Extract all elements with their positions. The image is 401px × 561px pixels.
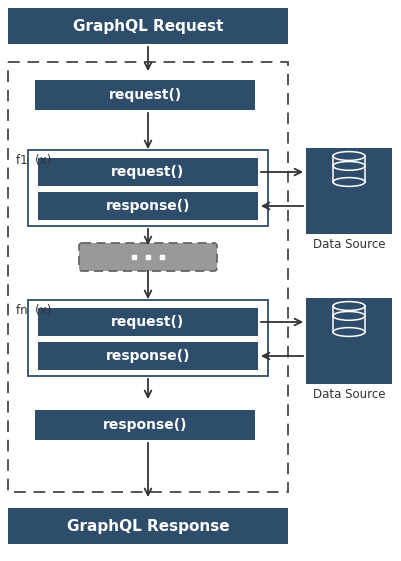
Ellipse shape — [333, 328, 365, 337]
Ellipse shape — [333, 162, 365, 171]
Text: request(): request() — [111, 315, 184, 329]
Bar — [306, 148, 392, 234]
Bar — [28, 150, 268, 226]
Text: Data Source: Data Source — [313, 237, 385, 251]
Text: GraphQL Response: GraphQL Response — [67, 518, 229, 534]
Text: fn  (x): fn (x) — [16, 304, 51, 316]
Ellipse shape — [333, 178, 365, 186]
Bar — [306, 298, 392, 384]
Bar — [38, 308, 258, 336]
Bar — [38, 192, 258, 220]
Text: f1  (x): f1 (x) — [16, 154, 51, 167]
Ellipse shape — [333, 311, 365, 320]
Text: Data Source: Data Source — [313, 388, 385, 401]
Bar — [38, 158, 258, 186]
Bar — [35, 410, 255, 440]
Bar — [8, 508, 288, 544]
Bar — [35, 80, 255, 110]
Text: response(): response() — [103, 418, 187, 432]
Text: request(): request() — [111, 165, 184, 179]
Text: response(): response() — [106, 349, 190, 363]
Bar — [8, 8, 288, 44]
Bar — [28, 300, 268, 376]
Ellipse shape — [333, 151, 365, 160]
Text: request(): request() — [108, 88, 182, 102]
Ellipse shape — [333, 302, 365, 310]
Text: GraphQL Request: GraphQL Request — [73, 19, 223, 34]
Bar — [8, 62, 288, 492]
Text: response(): response() — [106, 199, 190, 213]
FancyBboxPatch shape — [79, 243, 217, 271]
Bar — [38, 342, 258, 370]
